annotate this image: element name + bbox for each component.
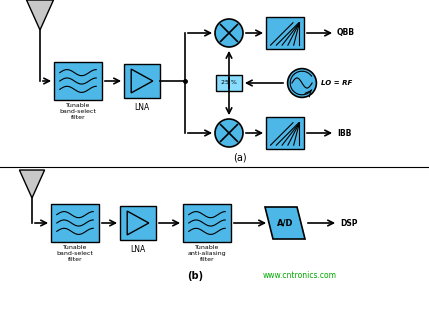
Bar [54, 62, 102, 100]
Text: A/D: A/D [277, 218, 293, 227]
Bar [266, 17, 304, 49]
Polygon shape [265, 207, 305, 239]
Text: (a): (a) [233, 153, 247, 163]
Polygon shape [27, 0, 54, 30]
Bar [266, 117, 304, 149]
Circle shape [287, 69, 317, 97]
Text: www.cntronics.com: www.cntronics.com [263, 271, 337, 280]
Text: IBB: IBB [337, 129, 351, 138]
Bar [120, 206, 156, 240]
Bar [51, 204, 99, 242]
Text: Tunable
anti-aliasing
filter: Tunable anti-aliasing filter [188, 245, 227, 262]
Text: LNA: LNA [134, 103, 150, 112]
Bar [216, 75, 242, 91]
Text: DSP: DSP [340, 218, 357, 227]
Circle shape [215, 19, 243, 47]
Bar [183, 204, 231, 242]
Circle shape [215, 119, 243, 147]
Bar [124, 64, 160, 98]
Text: QBB: QBB [337, 29, 355, 38]
Text: 25 %: 25 % [221, 81, 237, 86]
Text: LO = RF: LO = RF [321, 80, 352, 86]
Text: Tunable
band-select
filter: Tunable band-select filter [57, 245, 94, 262]
Polygon shape [19, 170, 45, 198]
Text: (b): (b) [187, 271, 203, 281]
Text: Tunable
band-select
filter: Tunable band-select filter [60, 103, 97, 120]
Text: LNA: LNA [130, 245, 145, 254]
